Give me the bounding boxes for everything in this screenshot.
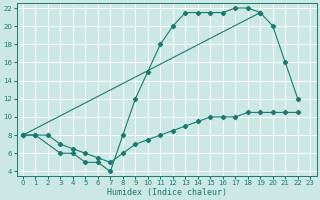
X-axis label: Humidex (Indice chaleur): Humidex (Indice chaleur) [107,188,227,197]
